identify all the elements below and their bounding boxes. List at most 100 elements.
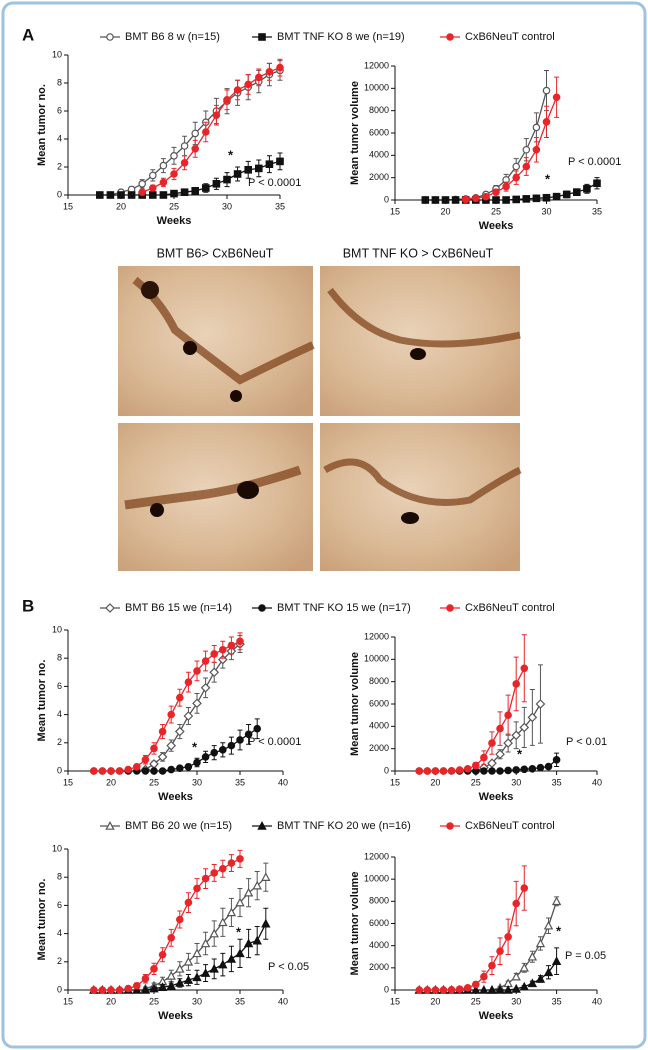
marker — [244, 166, 253, 174]
marker — [439, 986, 448, 994]
marker — [552, 93, 561, 102]
marker — [149, 983, 159, 993]
y-axis-label: Mean tumor volume — [349, 872, 361, 976]
marker — [480, 753, 488, 762]
y-tick-label: 2 — [57, 956, 62, 966]
x-tick-label: 25 — [471, 777, 481, 787]
marker — [124, 765, 133, 774]
marker — [265, 68, 274, 76]
marker — [252, 935, 262, 945]
marker — [544, 762, 553, 771]
marker — [235, 897, 245, 907]
marker — [522, 162, 531, 171]
marker — [439, 767, 448, 775]
y-tick-label: 2 — [57, 161, 62, 171]
marker — [257, 821, 267, 830]
marker — [210, 748, 219, 757]
marker — [133, 981, 141, 990]
marker — [180, 142, 189, 150]
photo-caption: BMT B6> CxB6NeuT — [157, 246, 274, 260]
marker — [133, 762, 141, 771]
marker — [415, 767, 424, 775]
marker — [106, 191, 115, 199]
x-tick-label: 40 — [592, 777, 602, 787]
marker — [471, 761, 480, 770]
marker — [265, 160, 274, 169]
marker — [227, 859, 236, 867]
legend-label: CxB6NeuT control — [465, 602, 555, 614]
marker — [107, 767, 115, 775]
marker — [487, 985, 497, 994]
y-tick-label: 10000 — [364, 874, 389, 884]
x-tick-label: 30 — [192, 996, 202, 1006]
marker — [98, 986, 107, 994]
x-axis-label: Weeks — [158, 791, 193, 803]
marker — [149, 171, 157, 180]
marker — [504, 766, 512, 775]
marker — [487, 758, 497, 769]
y-tick-label: 6 — [57, 681, 62, 691]
marker — [520, 765, 529, 774]
marker — [184, 898, 193, 907]
marker — [551, 896, 562, 906]
marker — [159, 178, 168, 187]
marker — [455, 766, 464, 774]
marker — [218, 959, 228, 969]
marker — [503, 985, 513, 994]
x-tick-label: 35 — [592, 206, 602, 216]
marker — [446, 33, 454, 41]
marker — [431, 986, 440, 994]
marker — [233, 86, 242, 94]
photo-caption: BMT TNF KO > CxB6NeuT — [343, 246, 494, 260]
annotation: P = 0.05 — [565, 950, 606, 962]
marker — [140, 985, 151, 994]
marker — [124, 984, 133, 993]
marker — [488, 739, 496, 747]
marker — [244, 730, 253, 739]
marker — [431, 196, 440, 204]
marker — [252, 880, 262, 890]
marker — [482, 192, 490, 201]
annotation: * — [517, 746, 523, 761]
marker — [495, 749, 505, 760]
marker — [210, 869, 219, 877]
y-tick-label: 4000 — [369, 940, 389, 950]
marker — [166, 980, 176, 990]
marker — [117, 191, 125, 199]
annotation: * — [228, 147, 234, 162]
marker — [158, 950, 167, 959]
y-tick-label: 0 — [57, 189, 62, 199]
marker — [180, 188, 189, 197]
marker — [201, 753, 210, 761]
marker — [552, 192, 561, 201]
marker — [218, 917, 228, 927]
y-tick-label: 2000 — [369, 743, 389, 753]
annotation: * — [192, 739, 198, 754]
photo-detail — [323, 458, 522, 506]
x-axis-label: Weeks — [158, 1010, 193, 1022]
marker — [542, 86, 551, 95]
marker — [236, 736, 244, 744]
x-tick-label: 30 — [541, 206, 551, 216]
chart: 0 2000 4000 6000 8000 10000 12000 15 20 25 30 35 40 W… — [349, 851, 606, 1022]
photo-detail — [150, 503, 164, 517]
marker — [184, 762, 193, 771]
marker — [512, 680, 521, 688]
marker — [542, 193, 551, 202]
marker — [492, 196, 500, 204]
legend-label: BMT B6 15 we (n=14) — [125, 602, 232, 614]
marker — [502, 196, 510, 204]
marker — [536, 763, 545, 772]
marker — [511, 983, 521, 993]
photo-detail — [237, 481, 259, 499]
marker — [446, 604, 454, 612]
annotation: * — [236, 924, 242, 939]
x-axis-label: Weeks — [479, 1010, 514, 1022]
marker — [488, 961, 496, 970]
marker — [192, 972, 202, 982]
marker — [107, 986, 115, 994]
marker — [236, 637, 244, 646]
marker — [441, 196, 450, 204]
marker — [175, 963, 185, 973]
y-tick-label: 8000 — [369, 676, 389, 686]
